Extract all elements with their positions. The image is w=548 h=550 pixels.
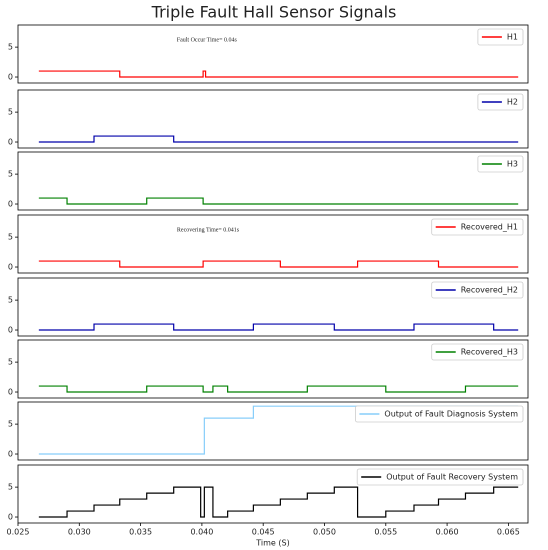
legend-box	[431, 281, 524, 299]
y-tick-label: 5	[8, 358, 13, 367]
legend: H2	[477, 93, 524, 111]
legend-box	[355, 405, 524, 423]
legend-label: H2	[507, 98, 518, 107]
signal-line	[38, 385, 519, 393]
legend-label: H3	[507, 160, 518, 169]
x-tick-label: 0.060	[436, 528, 459, 537]
x-tick-label: 0.065	[497, 528, 520, 537]
y-tick-label: 0	[8, 138, 13, 147]
axes-frame	[17, 401, 529, 461]
x-tick-label: 0.040	[190, 528, 213, 537]
legend-box	[431, 343, 524, 361]
legend-label: Recovered_H2	[461, 286, 518, 295]
legend-label: Output of Fault Diagnosis System	[384, 410, 518, 419]
x-tick-label: 0.045	[252, 528, 275, 537]
signal-line	[38, 405, 519, 455]
y-tick-label: 0	[8, 200, 13, 209]
annotation: Fault Occur Time= 0.04s	[177, 37, 238, 43]
axes-frame	[17, 277, 529, 337]
y-tick-label: 0	[8, 513, 13, 522]
signal-line	[38, 486, 519, 518]
axes-frame	[17, 339, 529, 399]
y-tick-label: 5	[8, 233, 13, 242]
annotation: Recovering Time= 0.041s	[177, 227, 240, 233]
legend: H3	[477, 155, 524, 173]
y-tick-label: 0	[8, 326, 13, 335]
axes-frame	[17, 89, 529, 149]
signal-line	[38, 197, 519, 205]
signal-line	[38, 135, 519, 143]
signal-line	[38, 260, 519, 268]
legend-box	[431, 218, 524, 236]
legend: Recovered_H2	[431, 281, 524, 299]
y-tick-label: 5	[8, 483, 13, 492]
legend: Recovered_H3	[431, 343, 524, 361]
y-tick-label: 5	[8, 420, 13, 429]
x-tick-label: 0.025	[7, 528, 30, 537]
axes-frame	[17, 214, 529, 274]
x-tick-label: 0.050	[313, 528, 336, 537]
legend-label: Recovered_H3	[461, 348, 518, 357]
legend-label: H1	[507, 33, 518, 42]
signal-line	[38, 70, 519, 78]
y-tick-label: 0	[8, 388, 13, 397]
x-tick-label: 0.030	[68, 528, 91, 537]
legend: Output of Fault Recovery System	[356, 468, 524, 486]
axes-frame	[17, 24, 529, 84]
chart-title: Triple Fault Hall Sensor Signals	[151, 3, 397, 22]
x-tick-label: 0.035	[129, 528, 152, 537]
legend: Output of Fault Diagnosis System	[355, 405, 524, 423]
signal-line	[38, 323, 519, 331]
y-tick-label: 5	[8, 170, 13, 179]
y-tick-label: 0	[8, 450, 13, 459]
x-axis-label: Time (S)	[255, 539, 289, 548]
legend: H1	[477, 28, 524, 46]
legend-label: Recovered_H1	[461, 223, 518, 232]
y-tick-label: 5	[8, 296, 13, 305]
y-tick-label: 0	[8, 73, 13, 82]
legend: Recovered_H1	[431, 218, 524, 236]
axes-frame	[17, 464, 529, 524]
legend-box	[356, 468, 524, 486]
y-tick-label: 5	[8, 108, 13, 117]
y-tick-label: 5	[8, 43, 13, 52]
legend-label: Output of Fault Recovery System	[386, 473, 518, 482]
x-tick-label: 0.055	[374, 528, 397, 537]
axes-frame	[17, 151, 529, 211]
y-tick-label: 0	[8, 263, 13, 272]
